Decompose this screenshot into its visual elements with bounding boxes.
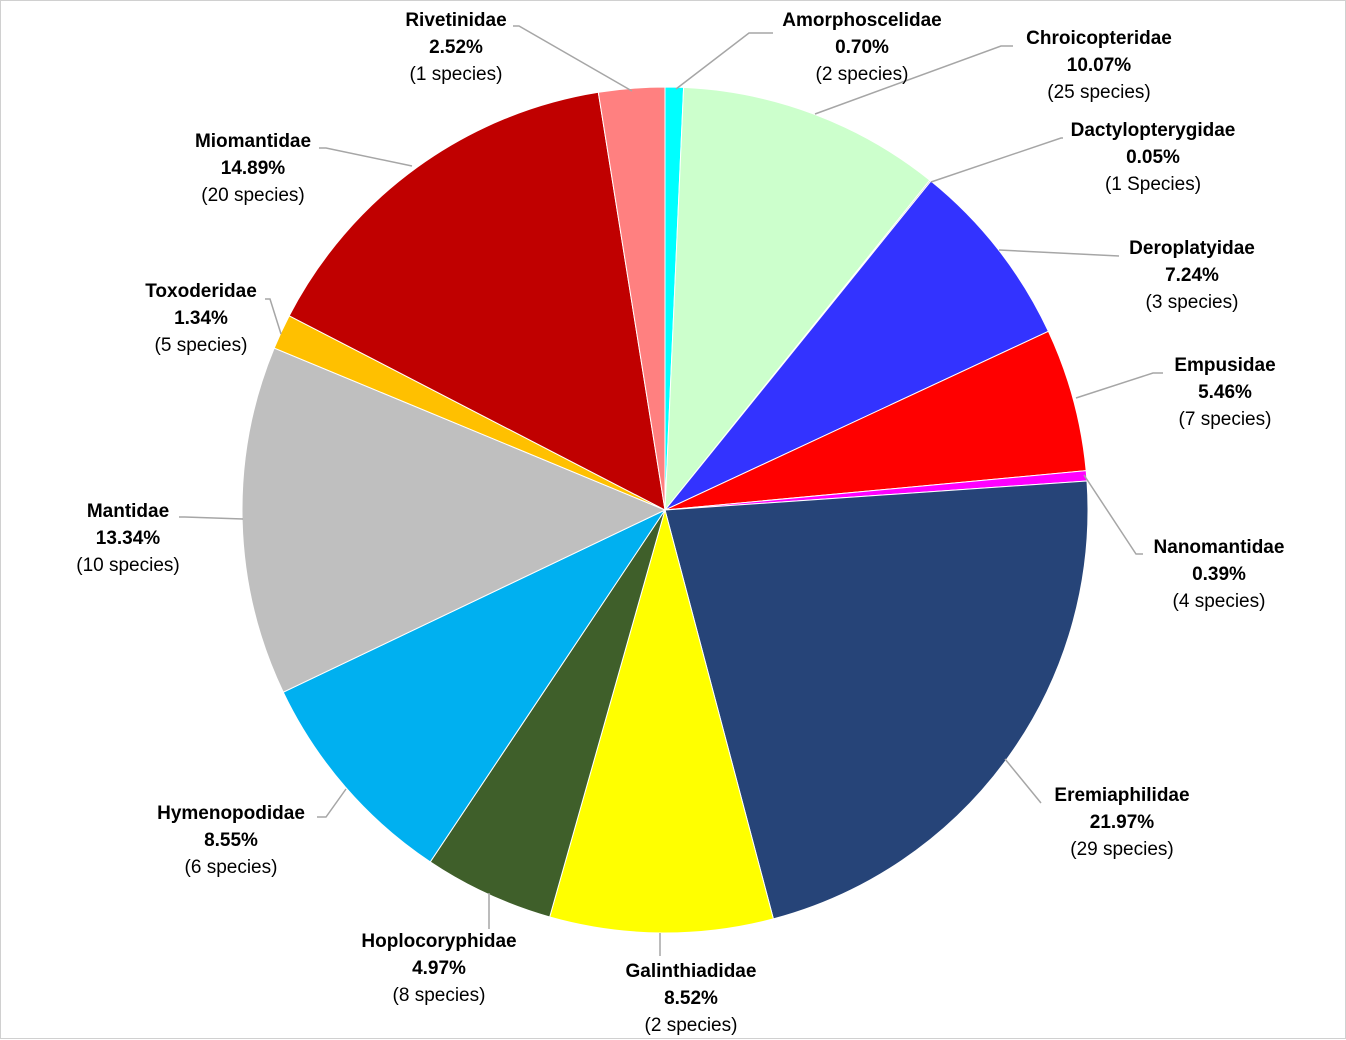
label-name: Dactylopterygidae <box>1071 120 1236 141</box>
label-percent: 14.89% <box>221 158 286 179</box>
leader-line-hymenopodidae <box>317 788 347 818</box>
pie-slice-galinthiadidae <box>549 508 775 934</box>
data-label-mantidae: Mantidae 13.34% (10 species) <box>76 501 180 576</box>
leader-line-chroicopteridae <box>814 45 1013 115</box>
label-species-count: (4 species) <box>1173 591 1266 612</box>
pie-slice-chroicopteridae <box>664 86 931 512</box>
label-species-count: (1 Species) <box>1105 174 1201 195</box>
label-species-count: (3 species) <box>1146 292 1239 313</box>
data-labels: Amorphoscelidae 0.70% (2 species) Chroicopt… <box>76 10 1284 1036</box>
label-percent: 0.05% <box>1126 147 1180 168</box>
label-species-count: (25 species) <box>1047 82 1151 103</box>
data-label-hymenopodidae: Hymenopodidae 8.55% (6 species) <box>157 803 305 878</box>
label-species-count: (29 species) <box>1070 839 1174 860</box>
label-species-count: (7 species) <box>1179 409 1272 430</box>
leader-line-nanomantidae <box>1083 474 1143 555</box>
label-species-count: (2 species) <box>645 1015 738 1036</box>
label-percent: 8.55% <box>204 830 258 851</box>
label-name: Chroicopteridae <box>1026 28 1172 49</box>
label-percent: 21.97% <box>1090 812 1155 833</box>
leader-line-amorphoscelidae <box>675 32 773 90</box>
pie-slice-miomantidae <box>288 91 666 511</box>
leader-line-miomantidae <box>319 147 413 167</box>
label-percent: 0.39% <box>1192 564 1246 585</box>
label-species-count: (2 species) <box>816 64 909 85</box>
pie-slice-rivetinidae <box>597 86 666 511</box>
label-species-count: (5 species) <box>155 335 248 356</box>
leader-line-mantidae <box>179 516 244 520</box>
label-percent: 4.97% <box>412 958 466 979</box>
leader-line-deroplatyidae <box>998 249 1120 257</box>
label-percent: 0.70% <box>835 37 889 58</box>
label-percent: 1.34% <box>174 308 228 329</box>
label-name: Empusidae <box>1174 355 1275 376</box>
data-label-hoplocoryphidae: Hoplocoryphidae 4.97% (8 species) <box>361 931 516 1006</box>
data-label-empusidae: Empusidae 5.46% (7 species) <box>1174 355 1275 430</box>
label-name: Toxoderidae <box>145 281 257 302</box>
data-label-miomantidae: Miomantidae 14.89% (20 species) <box>195 131 311 206</box>
data-label-galinthiadidae: Galinthiadidae 8.52% (2 species) <box>626 961 757 1036</box>
label-species-count: (20 species) <box>201 185 305 206</box>
data-label-chroicopteridae: Chroicopteridae 10.07% (25 species) <box>1026 28 1172 103</box>
data-label-rivetinidae: Rivetinidae 2.52% (1 species) <box>405 10 506 85</box>
label-name: Amorphoscelidae <box>782 10 941 31</box>
pie-slice-hymenopodidae <box>282 508 667 863</box>
pie-slice-empusidae <box>664 330 1087 511</box>
label-species-count: (10 species) <box>76 555 180 576</box>
leader-line-toxoderidae <box>265 298 282 335</box>
label-name: Nanomantidae <box>1154 537 1285 558</box>
label-name: Hymenopodidae <box>157 803 305 824</box>
pie-slice-mantidae <box>241 347 667 693</box>
label-name: Eremiaphilidae <box>1054 785 1189 806</box>
label-species-count: (1 species) <box>410 64 503 85</box>
label-name: Rivetinidae <box>405 10 506 31</box>
data-label-dactylopterygidae: Dactylopterygidae 0.05% (1 Species) <box>1071 120 1236 195</box>
data-label-deroplatyidae: Deroplatyidae 7.24% (3 species) <box>1129 238 1255 313</box>
data-label-toxoderidae: Toxoderidae 1.34% (5 species) <box>145 281 257 356</box>
pie-slice-deroplatyidae <box>664 180 1050 511</box>
label-name: Deroplatyidae <box>1129 238 1255 259</box>
leader-line-eremiaphilidae <box>1004 758 1042 804</box>
label-percent: 2.52% <box>429 37 483 58</box>
leader-line-dactylopterygidae <box>930 137 1063 183</box>
label-percent: 7.24% <box>1165 265 1219 286</box>
label-percent: 13.34% <box>96 528 161 549</box>
label-name: Miomantidae <box>195 131 311 152</box>
data-label-nanomantidae: Nanomantidae 0.39% (4 species) <box>1154 537 1285 612</box>
leader-line-rivetinidae <box>513 25 633 92</box>
pie-slice-eremiaphilidae <box>664 480 1089 920</box>
pie-slices <box>241 86 1089 934</box>
label-percent: 10.07% <box>1067 55 1132 76</box>
label-species-count: (6 species) <box>185 857 278 878</box>
label-name: Mantidae <box>87 501 169 522</box>
label-name: Galinthiadidae <box>626 961 757 982</box>
leader-lines <box>179 25 1163 956</box>
data-label-eremiaphilidae: Eremiaphilidae 21.97% (29 species) <box>1054 785 1189 860</box>
data-label-amorphoscelidae: Amorphoscelidae 0.70% (2 species) <box>782 10 941 85</box>
label-percent: 8.52% <box>664 988 718 1009</box>
label-percent: 5.46% <box>1198 382 1252 403</box>
leader-line-empusidae <box>1075 372 1163 399</box>
label-name: Hoplocoryphidae <box>361 931 516 952</box>
label-species-count: (8 species) <box>393 985 486 1006</box>
